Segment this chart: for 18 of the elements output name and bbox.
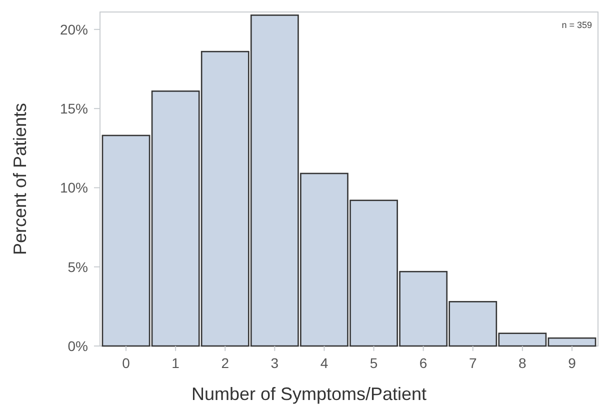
x-tick-label: 7 <box>468 355 477 371</box>
y-axis-title: Percent of Patients <box>10 102 30 256</box>
y-tick-label: 15% <box>60 100 88 116</box>
x-tick-label: 3 <box>270 355 279 371</box>
x-tick-label: 6 <box>419 355 428 371</box>
x-tick-label: 2 <box>221 355 230 371</box>
y-tick-label: 20% <box>60 21 88 38</box>
x-tick-label: 4 <box>320 355 328 371</box>
y-tick-label: 10% <box>60 180 88 196</box>
x-tick-label: 0 <box>122 355 130 371</box>
y-tick-label: 0% <box>68 338 88 354</box>
x-tick-label: 9 <box>568 355 576 371</box>
x-tick-label: 1 <box>172 355 180 371</box>
annotation: n = 359 <box>562 20 592 30</box>
y-tick-label: 5% <box>68 258 88 275</box>
x-axis-title: Number of Symptoms/Patient <box>191 384 427 404</box>
x-tick-label: 5 <box>370 355 378 371</box>
x-tick-label: 8 <box>518 355 527 371</box>
